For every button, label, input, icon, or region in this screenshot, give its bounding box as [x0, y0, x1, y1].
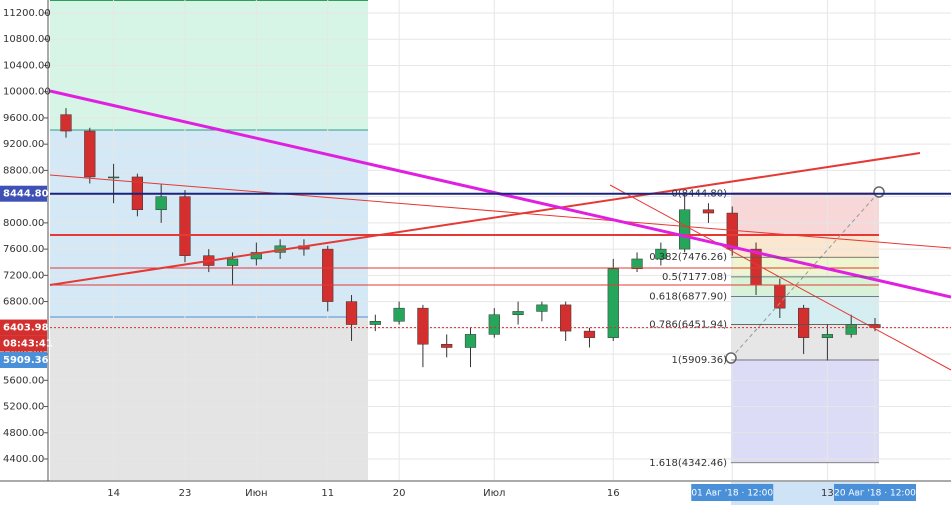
candle-body [607, 268, 619, 338]
price-badge [0, 352, 47, 369]
candle-body [679, 209, 691, 250]
candle-body [155, 196, 167, 211]
x-tick-label: 23 [179, 488, 192, 499]
fib-label: 1.618(4342.46) [649, 458, 727, 469]
x-tick-label: Июл [483, 488, 505, 499]
candle-body [369, 321, 381, 325]
drawings: 0(8444.80)0.382(7476.26)0.5(7177.08)0.61… [49, 89, 951, 469]
x-badge [691, 484, 774, 501]
x-tick-label: Июн [245, 488, 267, 499]
fib-diagonal [730, 191, 880, 359]
y-tick-label: 8800.00 [3, 165, 44, 176]
candle-body [107, 176, 120, 179]
x-tick-label: 20 Авг '18 · 12:00 [834, 489, 916, 499]
y-tick-label: 9200.00 [3, 139, 44, 150]
y-tick-label: 6800.00 [3, 297, 44, 308]
candle-body [345, 301, 358, 325]
fib-label: 0.5(7177.08) [662, 272, 727, 283]
fib-label: 0.786(6451.94) [649, 319, 727, 330]
price-badge-label: 8444.80 [3, 189, 49, 200]
y-tick-label: 11200.00 [3, 8, 51, 19]
candle-body [798, 307, 810, 338]
y-tick-label: 4400.00 [3, 454, 44, 465]
y-tick-label: 5600.00 [3, 375, 44, 386]
candle-body [84, 130, 96, 178]
fib-label: 0.382(7476.26) [649, 252, 727, 263]
y-tick-label: 10000.00 [3, 87, 51, 98]
y-tick-label: 10400.00 [3, 60, 51, 71]
candle-body [821, 334, 834, 338]
candle-body [179, 196, 191, 256]
candle-body [441, 343, 453, 348]
candle-body [631, 258, 643, 270]
candle-body [512, 311, 524, 315]
price-badge-label: 6403.98 [3, 323, 49, 334]
candle-body [655, 248, 667, 260]
y-tick-label: 8000.00 [3, 218, 44, 229]
candle-body [417, 307, 429, 345]
fib-zone [731, 359, 879, 462]
y-tick-label: 10800.00 [3, 34, 51, 45]
time-badge-label: 08:43:41 [3, 339, 53, 350]
candle-body [845, 324, 857, 335]
handle[interactable] [725, 352, 737, 364]
trend-line [609, 184, 951, 371]
time-badge [0, 335, 47, 352]
fib-label: 1(5909.36) [671, 355, 727, 366]
x-badge [834, 484, 916, 501]
candle-body [60, 114, 72, 132]
price-badge-label: 5909.36 [3, 355, 49, 366]
candle-body [583, 330, 596, 338]
zone [50, 317, 368, 480]
x-tick-label: 14 [107, 488, 120, 499]
candle-body [560, 304, 572, 332]
candle-body [536, 304, 548, 312]
zone [50, 130, 368, 317]
x-tick-label: 16 [607, 488, 620, 499]
y-tick-label: 7600.00 [3, 244, 44, 255]
y-tick-label: 9600.00 [3, 113, 44, 124]
x-tick-label: 20 [393, 488, 406, 499]
candle-body [488, 314, 500, 335]
candle-body [702, 209, 715, 214]
y-tick-label: 5200.00 [3, 402, 44, 413]
price-badge [0, 185, 47, 202]
price-badge [0, 319, 47, 336]
fib-label: 0.618(6877.90) [649, 291, 727, 302]
handle[interactable] [873, 186, 885, 198]
fib-zone [731, 235, 879, 257]
x-tick-label: 11 [321, 488, 334, 499]
trend-line [49, 152, 921, 286]
candle-body [250, 252, 262, 260]
x-tick-label: 13 [821, 488, 834, 499]
candle-body [464, 334, 477, 348]
y-tick-label: 4800.00 [3, 428, 44, 439]
x-tick-label: 01 Авг '18 · 12:00 [691, 489, 773, 499]
candle-body [322, 248, 334, 302]
y-tick-label: 7200.00 [3, 270, 44, 281]
candle-body [393, 307, 405, 322]
fib-zone [731, 192, 879, 235]
candle-body [226, 258, 239, 266]
axes: 4400.004800.005200.005600.006000.006400.… [0, 8, 916, 501]
